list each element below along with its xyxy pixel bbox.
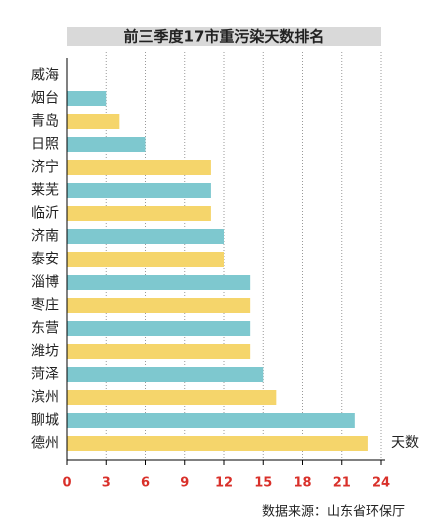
- bar: [67, 206, 211, 221]
- x-tick-label: 9: [180, 476, 189, 491]
- y-tick-label: 济南: [31, 229, 59, 245]
- bar: [67, 321, 251, 336]
- bar: [67, 436, 368, 451]
- bar: [67, 344, 251, 359]
- axis-label: 天数: [391, 435, 419, 451]
- chart-title: 前三季度17市重污染天数排名: [124, 28, 325, 46]
- source: 数据来源：山东省环保厅: [262, 505, 405, 520]
- y-tick-label: 威海: [31, 68, 59, 84]
- bar: [67, 160, 211, 175]
- bar: [67, 367, 264, 382]
- bar: [67, 114, 120, 129]
- y-tick-label: 东营: [31, 321, 59, 337]
- title-band: [67, 27, 381, 46]
- bar: [67, 137, 146, 152]
- y-tick-label: 济宁: [31, 159, 59, 176]
- y-tick-label: 日照: [31, 137, 59, 153]
- y-tick-label: 枣庄: [31, 297, 59, 314]
- bar: [67, 183, 211, 198]
- x-tick-label: 6: [141, 476, 150, 491]
- y-tick-label: 烟台: [31, 91, 59, 107]
- y-tick-label: 泰安: [31, 252, 59, 268]
- y-tick-label: 淄博: [31, 274, 59, 291]
- y-tick-label: 青岛: [31, 114, 59, 130]
- bar: [67, 413, 355, 428]
- bar: [67, 91, 107, 106]
- x-tick-label: 21: [333, 476, 351, 491]
- x-tick-label: 18: [293, 476, 311, 491]
- y-tick-label: 潍坊: [31, 344, 59, 360]
- bar: [67, 390, 277, 405]
- x-tick-label: 12: [215, 476, 233, 491]
- x-tick-label: 0: [62, 476, 71, 491]
- y-tick-label: 临沂: [31, 206, 59, 222]
- y-tick-label: 聊城: [31, 413, 59, 429]
- y-tick-label: 菏泽: [31, 367, 59, 383]
- x-tick-label: 15: [254, 476, 272, 491]
- bar: [67, 298, 251, 313]
- x-tick-label: 24: [372, 476, 390, 491]
- y-tick-label: 德州: [31, 436, 59, 452]
- bar: [67, 252, 224, 267]
- bar: [67, 275, 251, 290]
- bar: [67, 229, 224, 244]
- y-tick-label: 莱芜: [31, 182, 59, 199]
- y-tick-label: 滨州: [31, 390, 59, 406]
- x-tick-label: 3: [102, 476, 111, 491]
